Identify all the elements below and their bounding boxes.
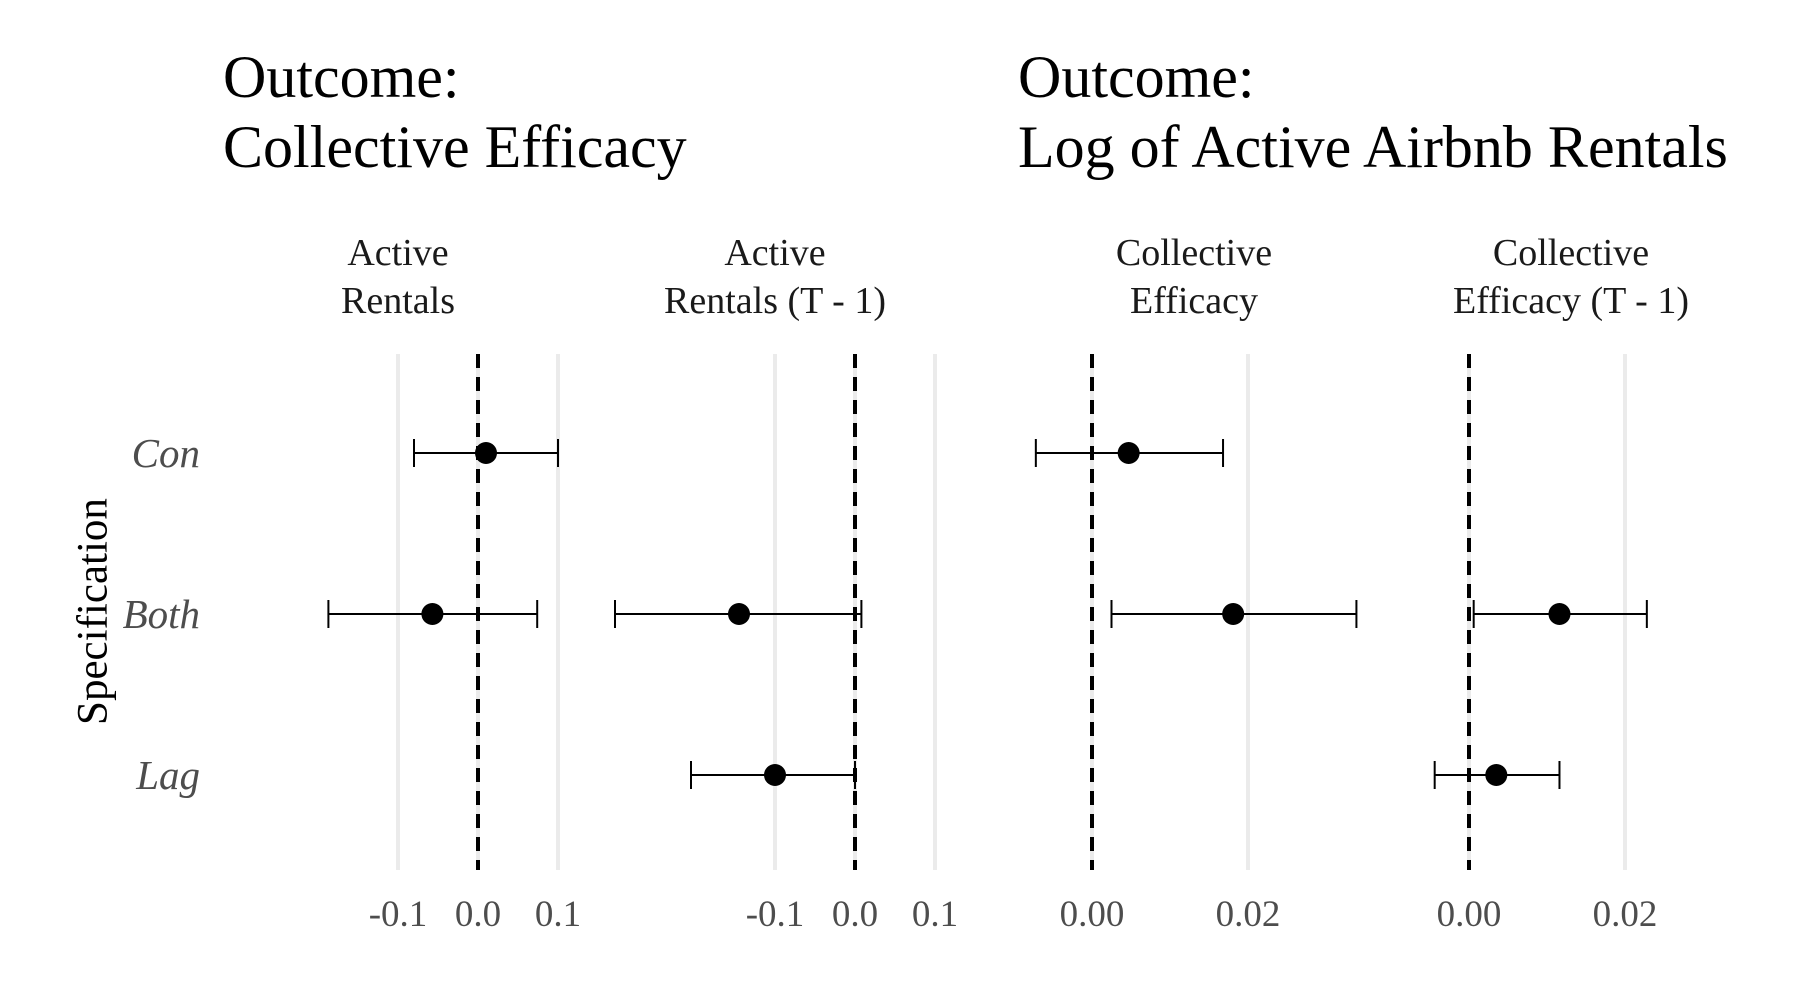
point-estimate-both bbox=[421, 603, 444, 625]
panel-title-line2: Efficacy (T - 1) bbox=[1453, 280, 1689, 322]
spec-label-lag: Lag bbox=[135, 752, 200, 798]
x-tick-label: 0.0 bbox=[832, 894, 878, 935]
x-tick-label: 0.0 bbox=[455, 894, 501, 935]
panel-title-collective-efficacy-lag: Collective Efficacy (T - 1) bbox=[1411, 229, 1731, 325]
panel-title-line2: Efficacy bbox=[1130, 280, 1258, 322]
spec-label-both: Both bbox=[123, 591, 200, 637]
group-title-log-active-rentals: Outcome: Log of Active Airbnb Rentals bbox=[1018, 42, 1728, 182]
panel-title-line1: Active bbox=[347, 232, 449, 274]
group-title-line2: Collective Efficacy bbox=[223, 114, 687, 180]
group-title-line1: Outcome: bbox=[1018, 44, 1255, 110]
x-tick-label: 0.1 bbox=[535, 894, 581, 935]
point-estimate-both bbox=[1222, 603, 1245, 625]
panel-title-line2: Rentals bbox=[341, 280, 455, 322]
x-tick-label: 0.02 bbox=[1216, 894, 1281, 935]
point-estimate-lag bbox=[764, 764, 786, 786]
point-estimate-con bbox=[475, 442, 497, 464]
x-tick-label: 0.02 bbox=[1593, 894, 1658, 935]
panel-title-collective-efficacy: Collective Efficacy bbox=[1034, 229, 1354, 325]
spec-label-con: Con bbox=[132, 430, 200, 476]
x-tick-label: 0.1 bbox=[912, 894, 958, 935]
point-estimate-lag bbox=[1485, 764, 1508, 786]
point-estimate-both bbox=[1548, 603, 1571, 625]
x-tick-label: -0.1 bbox=[369, 894, 428, 935]
x-tick-label: -0.1 bbox=[746, 894, 805, 935]
x-tick-label: 0.00 bbox=[1437, 894, 1502, 935]
panel-title-line2: Rentals (T - 1) bbox=[664, 280, 886, 322]
panel-title-active-rentals-lag: Active Rentals (T - 1) bbox=[615, 229, 935, 325]
point-estimate-both bbox=[728, 603, 750, 625]
group-title-line2: Log of Active Airbnb Rentals bbox=[1018, 114, 1728, 180]
panel-title-line1: Collective bbox=[1492, 232, 1650, 274]
panel-title-line1: Active bbox=[724, 232, 826, 274]
panel-title-active-rentals: Active Rentals bbox=[238, 229, 558, 325]
point-estimate-con bbox=[1117, 442, 1140, 464]
x-tick-label: 0.00 bbox=[1060, 894, 1125, 935]
panel-title-line1: Collective bbox=[1115, 232, 1273, 274]
group-title-line1: Outcome: bbox=[223, 44, 460, 110]
group-title-collective-efficacy: Outcome: Collective Efficacy bbox=[223, 42, 687, 182]
